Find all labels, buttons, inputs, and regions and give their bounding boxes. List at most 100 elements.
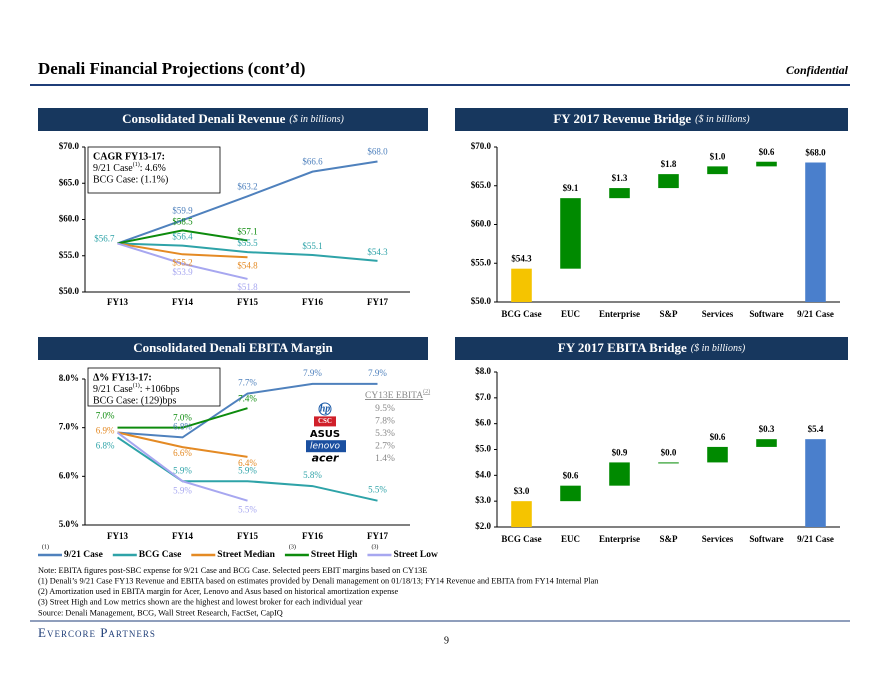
data-label: $0.9 (612, 447, 628, 457)
bar (805, 439, 826, 527)
y-tick-label: $65.0 (59, 177, 80, 187)
data-label: $56.7 (94, 233, 115, 243)
data-label: $9.1 (563, 183, 579, 193)
annotation-title: Δ% FY13-17: (93, 372, 152, 383)
y-tick-label: $50.0 (59, 286, 80, 296)
panel-header (38, 337, 428, 360)
peer-logo: lenovo (310, 442, 341, 452)
series-line (117, 229, 248, 245)
y-tick-label: $7.0 (475, 392, 491, 402)
legend-label: Street High (311, 550, 358, 560)
x-tick-label: FY17 (367, 297, 388, 307)
data-label: $54.3 (511, 254, 532, 264)
legend-label: BCG Case (139, 550, 182, 560)
annotation-text: 9/21 Case (93, 384, 133, 395)
panel-title: Consolidated Denali EBITA Margin (133, 340, 333, 355)
x-tick-label: S&P (660, 534, 679, 544)
legend-label: Street Median (217, 550, 275, 560)
y-tick-label: $3.0 (475, 495, 491, 505)
logo-badge (306, 440, 346, 453)
panel-subtitle: ($ in billions) (691, 343, 746, 354)
y-tick-label: 8.0% (59, 373, 79, 383)
data-label: $54.3 (367, 247, 388, 257)
x-tick-label: FY15 (237, 297, 258, 307)
peer-logo: acer (312, 452, 339, 465)
bar (756, 439, 777, 447)
peers-title: CY13E EBITA(2) (365, 388, 430, 401)
footnote: (1) Denali’s 9/21 Case FY13 Revenue and … (38, 577, 599, 586)
series-line (117, 160, 378, 245)
x-tick-label: FY13 (107, 297, 128, 307)
bar (658, 174, 679, 189)
data-label: 6.6% (173, 448, 192, 458)
peer-value: 1.4% (375, 454, 395, 464)
data-label: 6.4% (238, 458, 257, 468)
peer-logo: CSC (318, 417, 332, 425)
data-label: $59.9 (172, 205, 193, 215)
data-label: 5.9% (173, 465, 192, 475)
panel-title-text: FY 2017 Revenue Bridge (553, 111, 691, 126)
y-tick-label: 7.0% (59, 422, 79, 432)
confidential-label: Confidential (786, 63, 849, 77)
series-line (117, 382, 378, 439)
x-tick-label: FY17 (367, 531, 388, 541)
x-tick-label: Services (702, 309, 734, 319)
panel-subtitle: ($ in billions) (695, 114, 750, 125)
legend-label: Street Low (393, 550, 438, 560)
x-tick-label: BCG Case (501, 534, 541, 544)
annotation-text: : +106bps (140, 384, 180, 395)
panel-title: Consolidated Denali Revenue ($ in billion… (122, 111, 344, 126)
peer-value: 7.8% (375, 417, 395, 427)
slide-title: Denali Financial Projections (cont’d) (38, 59, 305, 78)
data-label: $51.8 (237, 282, 258, 292)
x-tick-label: EUC (561, 534, 580, 544)
legend-note: (1) (42, 543, 49, 550)
data-label: $0.6 (563, 471, 579, 481)
annotation-line: BCG Case: (129)bps (93, 396, 176, 407)
data-label: $1.0 (710, 151, 726, 161)
bar (609, 462, 630, 486)
data-label: 6.8% (96, 440, 115, 450)
bar (560, 198, 581, 269)
data-label: $5.4 (808, 424, 824, 434)
page-number: 9 (444, 635, 449, 646)
legend-note: (3) (371, 543, 378, 550)
data-label: 6.9% (96, 426, 115, 436)
peers-title-text: CY13E EBITA (365, 391, 423, 401)
bar (707, 446, 728, 463)
footnote: (3) Street High and Low metrics shown ar… (38, 598, 363, 607)
series-line (116, 436, 378, 502)
data-label: 5.9% (238, 465, 257, 475)
series-line (117, 431, 248, 458)
bar (805, 162, 826, 302)
x-tick-label: 9/21 Case (797, 309, 834, 319)
peer-logo: hp (320, 403, 331, 414)
data-label: 5.9% (173, 485, 192, 495)
y-tick-label: $60.0 (59, 214, 80, 224)
data-label: $68.0 (805, 148, 826, 158)
series-line (116, 431, 248, 502)
data-label: $54.8 (237, 260, 258, 270)
x-tick-label: Enterprise (599, 309, 640, 319)
peer-logo: ASUS (310, 429, 340, 440)
data-label: $66.6 (302, 157, 323, 167)
x-tick-label: FY14 (172, 531, 193, 541)
annotation-text: 9/21 Case (93, 163, 133, 174)
data-label: $1.3 (612, 173, 628, 183)
annotation-title: CAGR FY13-17: (93, 151, 165, 162)
x-tick-label: S&P (660, 309, 679, 319)
data-label: $68.0 (367, 147, 388, 157)
footnote: Note: EBITA figures post-SBC expense for… (38, 566, 427, 575)
bar (511, 268, 532, 302)
data-label: $0.3 (759, 424, 775, 434)
footnote: (2) Amortization used in EBITA margin fo… (38, 587, 398, 596)
y-tick-label: $2.0 (475, 521, 491, 531)
panel-header (455, 337, 848, 360)
footnote: Source: Denali Management, BCG, Wall Str… (38, 608, 283, 617)
annotation-line: BCG Case: (1.1%) (93, 175, 168, 186)
data-label: 7.7% (238, 378, 257, 388)
logo-badge (318, 402, 332, 416)
data-label: 7.4% (238, 393, 257, 403)
logo-badge (314, 416, 336, 427)
annotation-box (87, 146, 221, 194)
